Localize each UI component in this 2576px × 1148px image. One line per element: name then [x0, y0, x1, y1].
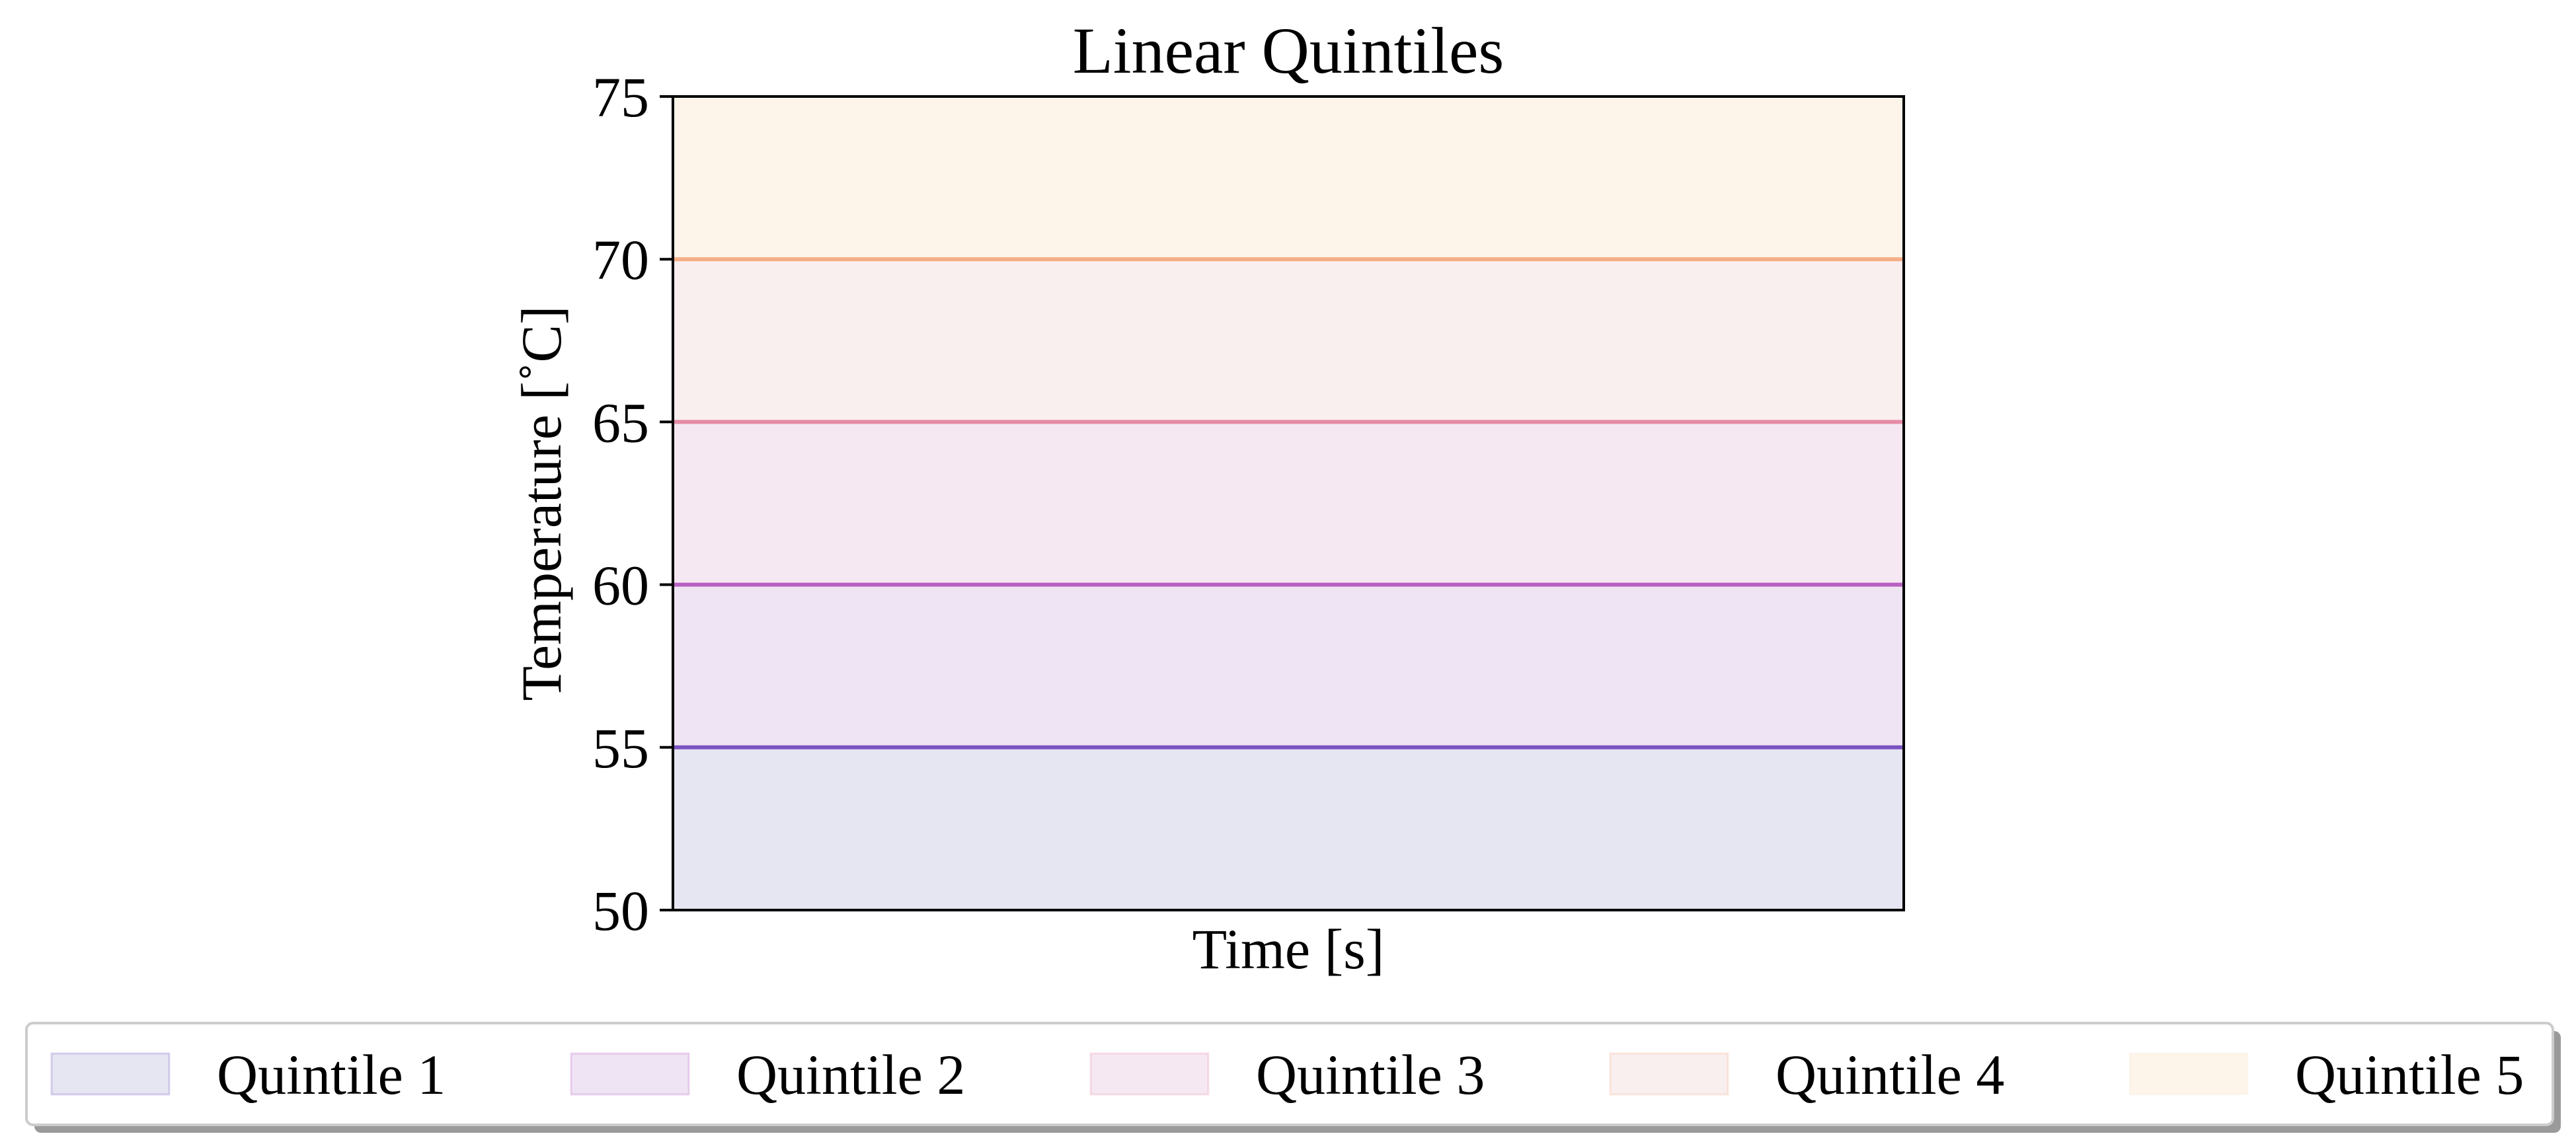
y-axis-ticks: 50 55 60 65 70 75 [592, 65, 673, 942]
legend-item-quintile-2: Quintile 2 [570, 1043, 965, 1106]
band-quintile-1 [673, 747, 1904, 910]
legend: Quintile 1 Quintile 2 Quintile 3 Quintile 4… [25, 1022, 2561, 1133]
x-axis-title: Time [s] [1192, 917, 1385, 981]
legend-item-quintile-3: Quintile 3 [1089, 1043, 1485, 1106]
legend-items: Quintile 1 Quintile 2 Quintile 3 Quintile 4… [50, 1043, 2524, 1106]
legend-label: Quintile 1 [217, 1043, 446, 1106]
legend-box [25, 1022, 2554, 1126]
y-axis-title: Temperature [˚C] [510, 305, 573, 701]
legend-swatch [2128, 1052, 2249, 1096]
legend-swatch [570, 1052, 690, 1096]
legend-label: Quintile 5 [2295, 1043, 2524, 1106]
band-quintile-2 [673, 584, 1904, 747]
legend-swatch [1089, 1052, 1210, 1096]
y-tick-label: 50 [592, 879, 649, 942]
legend-label: Quintile 4 [1776, 1043, 2004, 1106]
chart-title: Linear Quintiles [1073, 14, 1504, 87]
y-tick-label: 75 [592, 65, 649, 129]
legend-label: Quintile 2 [736, 1043, 965, 1106]
y-tick-label: 65 [592, 391, 649, 454]
y-tick-label: 55 [592, 716, 649, 780]
y-tick-label: 70 [592, 228, 649, 291]
plot-frame [672, 95, 1905, 911]
band-quintile-3 [673, 422, 1904, 585]
quintile-bands [673, 96, 1904, 910]
legend-item-quintile-5: Quintile 5 [2128, 1043, 2524, 1106]
legend-item-quintile-4: Quintile 4 [1609, 1043, 2004, 1106]
quintile-boundary-lines [673, 257, 1904, 749]
y-tick-label: 60 [592, 554, 649, 617]
band-quintile-4 [673, 259, 1904, 422]
legend-item-quintile-1: Quintile 1 [50, 1043, 446, 1106]
legend-swatch [1609, 1052, 1729, 1096]
legend-label: Quintile 3 [1256, 1043, 1485, 1106]
band-quintile-5 [673, 96, 1904, 260]
legend-swatch [50, 1052, 171, 1096]
